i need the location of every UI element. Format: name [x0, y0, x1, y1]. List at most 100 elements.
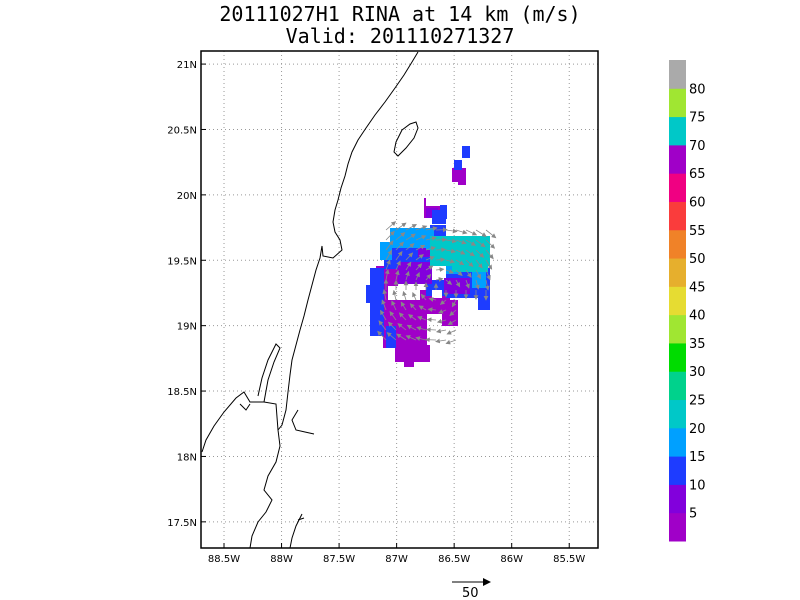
colorbar-label: 30 [689, 365, 706, 380]
wind-vector [395, 250, 403, 261]
wind-vector [445, 248, 456, 254]
y-tick-label: 18.5N [167, 387, 197, 398]
wind-vector [405, 224, 418, 231]
wind-vector [484, 279, 490, 291]
colorbar-segment [669, 314, 686, 344]
wind-vector [395, 260, 401, 271]
wind-vector [417, 316, 427, 321]
wind-vector [425, 236, 437, 241]
wind-vector [439, 299, 447, 305]
wind-vector [449, 309, 457, 317]
x-tick-label: 85.5W [553, 554, 585, 565]
wind-vector [415, 254, 424, 261]
map-frame [200, 50, 599, 549]
wind-vector [385, 259, 391, 271]
colorbar-label: 10 [689, 478, 706, 493]
wind-vector [427, 307, 437, 313]
y-tick-label: 20.5N [167, 125, 197, 136]
wind-vector [451, 299, 457, 308]
wind-vector [392, 289, 398, 301]
wind-vectors [377, 221, 497, 345]
colorbar-segment [669, 116, 686, 146]
x-tick-label: 88.5W [208, 554, 240, 565]
wind-vector [398, 312, 407, 321]
colorbar-label: 25 [689, 394, 706, 409]
colorbar-segment [669, 286, 686, 316]
wind-vector [405, 261, 412, 271]
colorbar-label: 35 [689, 337, 706, 352]
wind-vector [380, 309, 387, 321]
wind-vector [395, 241, 405, 251]
colorbar-segment [669, 60, 686, 89]
wind-vector [405, 243, 415, 251]
wind-vector [409, 303, 417, 311]
wind-vector [406, 324, 417, 331]
wind-vector [382, 289, 388, 301]
colorbar-label: 5 [689, 507, 697, 522]
colorbar-label: 55 [689, 224, 706, 239]
wind-vector [435, 247, 447, 253]
wind-vector [418, 305, 427, 311]
colorbar-segment [669, 399, 686, 429]
wind-vector [415, 271, 420, 281]
wind-vector [465, 239, 477, 246]
wind-vector [445, 279, 453, 285]
wind-vector [436, 318, 447, 324]
wind-cell [366, 285, 376, 303]
x-tick-label: 87W [385, 554, 408, 565]
colorbar-label: 60 [689, 196, 706, 211]
wind-vector [436, 328, 447, 334]
wind-vector [425, 246, 436, 251]
wind-vector [397, 323, 407, 331]
wind-vector [475, 279, 480, 290]
wind-vector [435, 277, 444, 282]
wind-cell [395, 345, 430, 362]
colorbar-segment [669, 229, 686, 259]
wind-vector [426, 317, 437, 323]
wind-vector [455, 279, 461, 288]
map-title: 20111027H1 RINA at 14 km (m/s) [219, 2, 581, 26]
wind-vector [396, 333, 407, 341]
wind-vector [425, 226, 438, 231]
wind-cell [442, 300, 458, 326]
colorbar-segment [669, 512, 686, 542]
wind-cell [462, 146, 470, 158]
wind-vector [415, 235, 427, 241]
reference-vector-label: 50 [462, 586, 479, 600]
wind-vector [445, 258, 456, 264]
wind-cell [478, 292, 490, 310]
x-tick-label: 87.5W [323, 554, 355, 565]
wind-vector [428, 297, 437, 302]
wind-vector [408, 314, 417, 321]
wind-cell [458, 175, 466, 185]
coastline [201, 51, 419, 549]
wind-vector [445, 339, 457, 345]
wind-vector [485, 269, 491, 281]
wind-vector [455, 239, 467, 245]
wind-vector [425, 256, 435, 261]
wind-vector [465, 269, 472, 278]
wind-vector [385, 221, 397, 231]
wind-vector [402, 290, 407, 301]
wind-vector [435, 257, 446, 263]
wind-cell [452, 258, 488, 272]
wind-vector [394, 269, 400, 281]
x-tick-label: 88W [270, 554, 293, 565]
wind-vector [445, 238, 457, 244]
y-tick-label: 18N [177, 452, 197, 463]
wind-vector [455, 259, 465, 266]
wind-vector [465, 229, 478, 236]
colorbar-segment [669, 258, 686, 287]
wind-vector [412, 291, 417, 301]
colorbar-segment [669, 201, 686, 231]
wind-vector [475, 249, 485, 258]
colorbar: 5 10 15 20 25 30 35 40 45 50 55 60 65 70 75 80 [669, 60, 706, 542]
colorbar-segment [669, 88, 686, 118]
wind-vector [485, 229, 497, 239]
wind-vector [385, 240, 394, 251]
wind-vector [384, 269, 390, 281]
colorbar-label: 45 [689, 280, 706, 295]
wind-vector [475, 259, 483, 269]
wind-vector [391, 300, 397, 311]
